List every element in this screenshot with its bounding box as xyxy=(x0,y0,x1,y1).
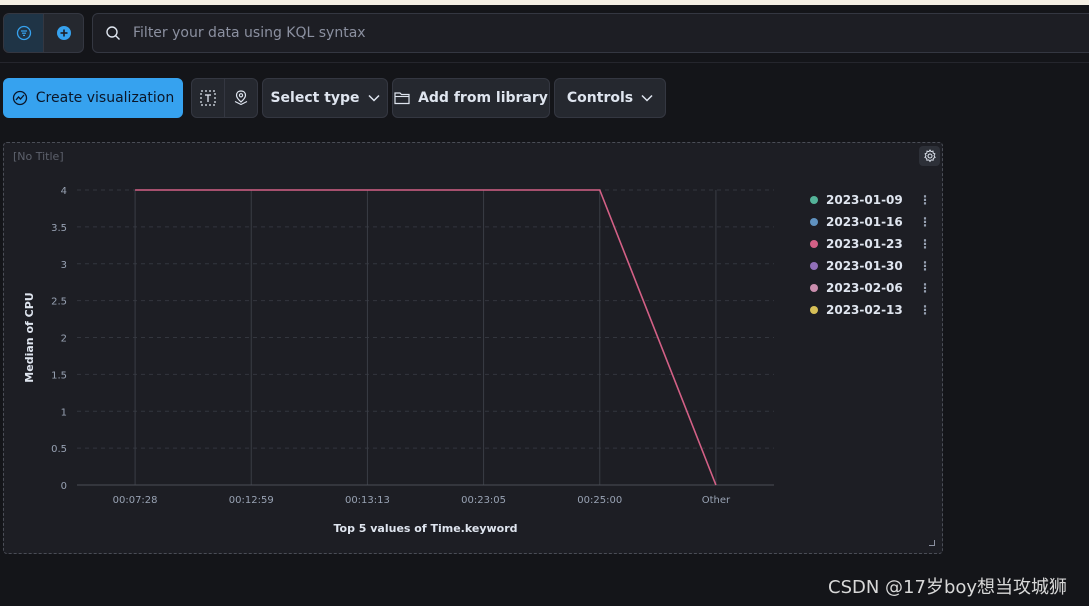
y-tick-label: 0.5 xyxy=(51,444,67,455)
legend-color-dot xyxy=(810,306,818,314)
legend-item-menu-icon[interactable]: ⋮ xyxy=(919,281,931,295)
visualization-panel[interactable]: [No Title] 0 0.5 1 1.5 2 2.5 3 3.5 4 00:07:28 00:1… xyxy=(3,142,943,554)
quick-add-button-group xyxy=(191,78,258,118)
saved-query-button[interactable] xyxy=(4,14,44,52)
add-filter-button[interactable] xyxy=(44,14,83,52)
controls-label: Controls xyxy=(566,90,634,106)
legend-item-menu-icon[interactable]: ⋮ xyxy=(919,237,931,251)
add-from-library-label: Add from library xyxy=(418,90,548,106)
legend-label: 2023-01-23 xyxy=(826,237,903,251)
legend-label: 2023-02-13 xyxy=(826,303,903,317)
legend-item-menu-icon[interactable]: ⋮ xyxy=(919,215,931,229)
legend-color-dot xyxy=(810,218,818,226)
line-chart: 0 0.5 1 1.5 2 2.5 3 3.5 4 00:07:28 00:12:59 00:13:1… xyxy=(23,186,774,535)
x-tick-label: 00:07:28 xyxy=(113,495,158,506)
create-visualization-button[interactable]: Create visualization xyxy=(3,78,183,118)
x-tick-label: Other xyxy=(702,495,731,506)
y-axis-title: Median of CPU xyxy=(23,292,36,382)
y-tick-label: 1.5 xyxy=(51,370,67,381)
y-tick-label: 2 xyxy=(61,334,67,345)
legend-label: 2023-01-16 xyxy=(826,215,903,229)
y-tick-label: 1 xyxy=(61,407,67,418)
watermark-text: CSDN @17岁boy想当攻城狮 xyxy=(828,577,1068,598)
visualize-app-icon xyxy=(12,90,27,106)
filter-menu-icon xyxy=(16,25,31,41)
header-divider xyxy=(0,62,1089,63)
select-type-label: Select type xyxy=(270,90,360,106)
plus-circle-icon xyxy=(56,26,71,40)
y-tick-label: 4 xyxy=(61,186,67,197)
legend-item[interactable]: 2023-01-23 ⋮ xyxy=(810,233,931,255)
folder-icon xyxy=(394,92,410,105)
legend-item-menu-icon[interactable]: ⋮ xyxy=(919,259,931,273)
panel-resize-handle[interactable] xyxy=(929,540,935,546)
chevron-down-icon xyxy=(641,94,653,102)
add-map-button[interactable] xyxy=(225,79,257,117)
series-line xyxy=(135,189,717,486)
x-tick-label: 00:23:05 xyxy=(461,495,506,506)
legend-label: 2023-01-30 xyxy=(826,259,903,273)
legend-color-dot xyxy=(810,196,818,204)
panel-title: [No Title] xyxy=(13,150,64,163)
kql-search-bar xyxy=(92,13,1089,53)
y-tick-label: 3 xyxy=(61,260,67,271)
legend-item[interactable]: 2023-01-09 ⋮ xyxy=(810,189,931,211)
legend-color-dot xyxy=(810,284,818,292)
panel-options-button[interactable] xyxy=(919,146,940,166)
legend-item[interactable]: 2023-01-30 ⋮ xyxy=(810,255,931,277)
y-tick-label: 3.5 xyxy=(51,223,67,234)
legend-item-menu-icon[interactable]: ⋮ xyxy=(919,193,931,207)
x-tick-label: 00:12:59 xyxy=(229,495,274,506)
legend-item[interactable]: 2023-02-13 ⋮ xyxy=(810,299,931,321)
legend-label: 2023-02-06 xyxy=(826,281,903,295)
map-pin-icon xyxy=(234,90,248,106)
create-visualization-label: Create visualization xyxy=(35,90,175,106)
controls-button[interactable]: Controls xyxy=(554,78,666,118)
x-tick-label: 00:25:00 xyxy=(577,495,622,506)
x-axis-title: Top 5 values of Time.keyword xyxy=(333,522,517,535)
legend-color-dot xyxy=(810,262,818,270)
legend-item[interactable]: 2023-02-06 ⋮ xyxy=(810,277,931,299)
y-tick-label: 0 xyxy=(61,481,67,492)
legend-label: 2023-01-09 xyxy=(826,193,903,207)
add-text-button[interactable] xyxy=(192,79,225,117)
legend-color-dot xyxy=(810,240,818,248)
filter-button-group xyxy=(3,13,84,53)
text-box-icon xyxy=(200,90,216,106)
window-top-strip xyxy=(0,0,1089,5)
gear-icon xyxy=(923,149,936,163)
y-tick-label: 2.5 xyxy=(51,297,67,308)
x-tick-label: 00:13:13 xyxy=(345,495,390,506)
chevron-down-icon xyxy=(368,94,380,102)
legend-item[interactable]: 2023-01-16 ⋮ xyxy=(810,211,931,233)
legend-item-menu-icon[interactable]: ⋮ xyxy=(919,303,931,317)
chart-legend: 2023-01-09 ⋮ 2023-01-16 ⋮ 2023-01-23 ⋮ 2023-01… xyxy=(810,189,931,321)
search-icon xyxy=(93,25,133,41)
select-type-button[interactable]: Select type xyxy=(262,78,388,118)
add-from-library-button[interactable]: Add from library xyxy=(392,78,550,118)
kql-search-input[interactable] xyxy=(133,25,1089,41)
